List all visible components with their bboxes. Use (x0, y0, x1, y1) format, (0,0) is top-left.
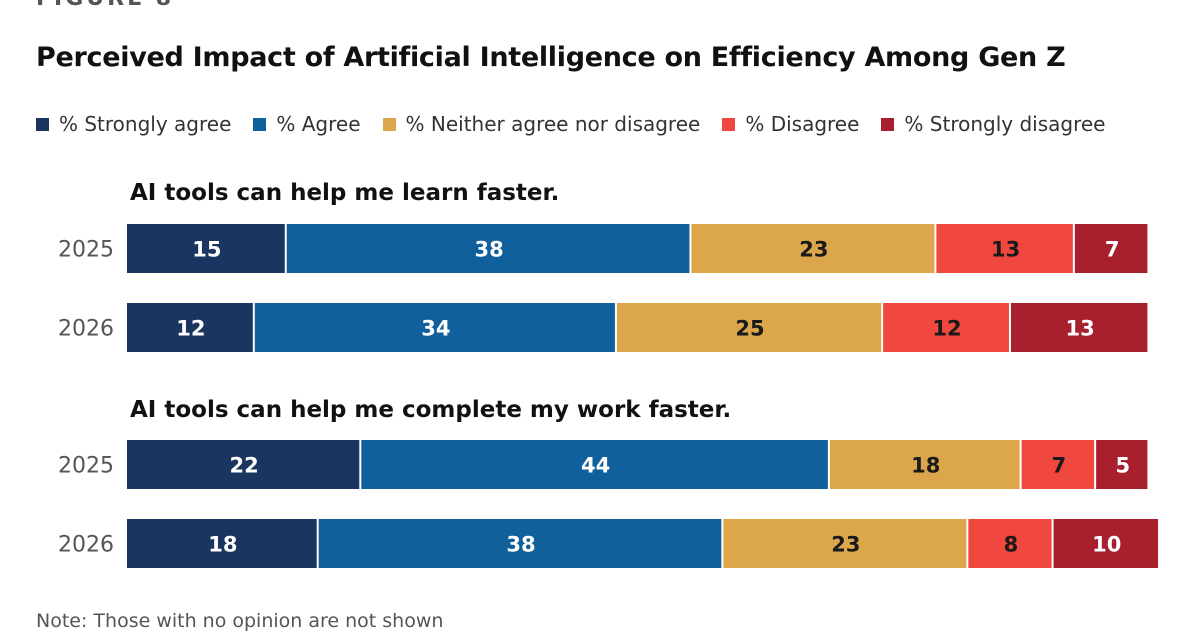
data-label: 38 (474, 238, 503, 262)
bar-segment (127, 519, 317, 568)
bar-segment (968, 519, 1052, 568)
data-label: 12 (176, 317, 205, 341)
data-label: 44 (581, 454, 610, 478)
bar-segment (127, 440, 360, 489)
data-label: 13 (1066, 317, 1095, 341)
bar-segment (936, 224, 1073, 273)
bar-segment (883, 303, 1009, 352)
data-label: 22 (230, 454, 259, 478)
legend-label: % Strongly disagree (904, 112, 1106, 136)
data-label: 25 (735, 317, 764, 341)
data-label: 10 (1092, 533, 1121, 557)
bar-segment (127, 224, 285, 273)
legend-item: % Neither agree nor disagree (382, 112, 701, 136)
bar-segment (254, 303, 615, 352)
legend-item: % Disagree (722, 112, 859, 136)
year-label: 2025 (58, 454, 114, 479)
legend-label: % Neither agree nor disagree (405, 112, 701, 136)
bar-segment (723, 519, 967, 568)
figure-label: FIGURE 8 (36, 0, 174, 11)
bar-segment (318, 519, 722, 568)
legend-item: % Strongly disagree (881, 112, 1105, 136)
bar-segment (1021, 440, 1095, 489)
year-label: 2026 (58, 317, 114, 342)
data-label: 13 (991, 238, 1020, 262)
chart-title: Perceived Impact of Artificial Intellige… (36, 42, 1066, 73)
data-label: 18 (911, 454, 940, 478)
question-label: AI tools can help me complete my work fa… (130, 397, 731, 423)
year-label: 2026 (58, 533, 114, 558)
legend-label: % Agree (276, 112, 361, 136)
data-label: 7 (1052, 454, 1067, 478)
legend-item: % Agree (253, 112, 361, 136)
data-label: 23 (799, 238, 828, 262)
bar-segment (1053, 519, 1159, 568)
bar-segment (1096, 440, 1148, 489)
data-label: 23 (831, 533, 860, 557)
bar-segment (127, 303, 253, 352)
legend-item: % Strongly agree (36, 112, 231, 136)
data-label: 18 (208, 533, 237, 557)
year-label: 2025 (58, 238, 114, 263)
legend-swatch (253, 117, 267, 131)
bar-segment (616, 303, 882, 352)
bar-segment (361, 440, 828, 489)
data-label: 12 (932, 317, 961, 341)
data-label: 38 (506, 533, 535, 557)
legend-label: % Strongly agree (59, 112, 232, 136)
data-label: 15 (192, 238, 221, 262)
legend-swatch (881, 117, 895, 131)
data-label: 7 (1105, 238, 1120, 262)
legend-swatch (382, 117, 396, 131)
legend: % Strongly agree % Agree % Neither agree n… (36, 112, 1105, 136)
legend-swatch (36, 117, 49, 131)
legend-swatch (722, 117, 736, 131)
question-label: AI tools can help me learn faster. (130, 180, 559, 206)
legend-label: % Disagree (745, 112, 860, 136)
bar-segment (829, 440, 1020, 489)
data-label: 5 (1115, 454, 1130, 478)
data-label: 34 (421, 317, 450, 341)
bar-segment (286, 224, 690, 273)
bar-segment (1010, 303, 1148, 352)
bar-segment (1074, 224, 1148, 273)
chart-note: Note: Those with no opinion are not show… (36, 610, 444, 632)
bar-segment (691, 224, 935, 273)
data-label: 8 (1004, 533, 1019, 557)
